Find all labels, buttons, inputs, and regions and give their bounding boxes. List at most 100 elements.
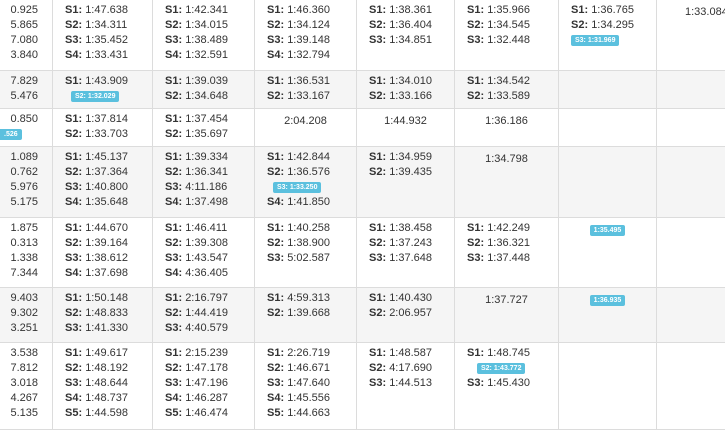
sector-time: S2: 1:36.576	[267, 166, 331, 178]
table-cell: S1: 1:47.638 S2: 1:34.311 S3: 1:35.452 S…	[52, 0, 152, 70]
table-cell: S1: 1:44.670 S2: 1:39.164 S3: 1:38.612 S…	[52, 218, 152, 287]
best-sector-badge: S2: 1:32.029	[71, 90, 120, 102]
lap-time: 1:36.186	[485, 115, 528, 127]
sector-time: S1: 1:37.814	[65, 113, 129, 125]
lap-time: 1.338	[10, 252, 38, 264]
table-cell: S1: 1:38.361 S2: 1:36.404 S3: 1:34.851	[356, 0, 454, 70]
table-cell: 0.850 .526	[0, 109, 38, 146]
table-cell: S1: 1:36.531 S2: 1:33.167	[254, 71, 356, 108]
table-cell: S1: 2:16.797 S2: 1:44.419 S3: 4:40.579	[152, 288, 254, 342]
sector-time: S1: 1:34.959	[369, 151, 433, 163]
table-row: 0.925 5.865 7.080 3.840 S1: 1:47.638 S2:…	[0, 0, 725, 71]
table-cell	[656, 109, 725, 146]
sector-time: S1: 1:46.360	[267, 4, 331, 16]
table-cell: S1: 1:46.411 S2: 1:39.308 S3: 1:43.547 S…	[152, 218, 254, 287]
table-cell: 9.403 9.302 3.251	[0, 288, 38, 342]
sector-time: S5: 1:44.663	[267, 407, 331, 419]
sector-time: S2: 1:36.341	[165, 166, 229, 178]
sector-time: S1: 1:44.670	[65, 222, 129, 234]
lap-time: 7.812	[10, 362, 38, 374]
lap-time: 7.829	[10, 75, 38, 87]
sector-time: S4: 1:37.498	[165, 196, 229, 208]
lap-time: 4.267	[10, 392, 38, 404]
sector-time: S2: 1:39.668	[267, 307, 331, 319]
sector-time: S5: 1:44.598	[65, 407, 129, 419]
sector-time: S3: 4:11.186	[165, 181, 228, 193]
lap-time: 3.251	[10, 322, 38, 334]
lap-time: 3.840	[10, 49, 38, 61]
table-cell: S1: 1:34.959 S2: 1:39.435	[356, 147, 454, 217]
sector-time: S2: 1:47.178	[165, 362, 229, 374]
sector-time: S2: 1:38.900	[267, 237, 331, 249]
table-row: 1.875 0.313 1.338 7.344 S1: 1:44.670 S2:…	[0, 218, 725, 288]
sector-time: S1: 2:15.239	[165, 347, 229, 359]
table-cell: S1: 1:37.814 S2: 1:33.703	[52, 109, 152, 146]
table-cell: S1: 1:48.587 S2: 4:17.690 S3: 1:44.513	[356, 343, 454, 429]
table-cell: 0.925 5.865 7.080 3.840	[0, 0, 38, 70]
sector-time: S1: 1:42.249	[467, 222, 531, 234]
lap-time: 1:37.727	[485, 294, 528, 306]
table-cell: 1.875 0.313 1.338 7.344	[0, 218, 38, 287]
sector-time: S1: 1:37.454	[165, 113, 229, 125]
sector-time: S3: 1:38.612	[65, 252, 129, 264]
table-cell: 1:36.186	[454, 109, 558, 146]
sector-time: S4: 1:46.287	[165, 392, 229, 404]
sector-time: S1: 1:38.361	[369, 4, 433, 16]
table-cell: S1: 1:39.039 S2: 1:34.648	[152, 71, 254, 108]
table-cell	[656, 71, 725, 108]
sector-time: S1: 1:49.617	[65, 347, 129, 359]
sector-time: S2: 1:33.703	[65, 128, 129, 140]
sector-time: S2: 1:36.321	[467, 237, 531, 249]
sector-time: S2: 1:46.671	[267, 362, 331, 374]
sector-time: S4: 1:41.850	[267, 196, 331, 208]
sector-time: S2: 1:34.015	[165, 19, 229, 31]
sector-time: S1: 1:36.531	[267, 75, 331, 87]
sector-time: S2: 2:06.957	[369, 307, 433, 319]
sector-time: S1: 1:48.745	[467, 347, 531, 359]
best-lap-badge: 1:35.495	[589, 224, 626, 236]
sector-time: S1: 1:40.430	[369, 292, 433, 304]
sector-time: S1: 1:38.458	[369, 222, 433, 234]
table-cell	[656, 147, 725, 217]
table-cell: 1:34.798	[454, 147, 558, 217]
sector-time: S1: 1:45.137	[65, 151, 129, 163]
sector-time: S3: 1:39.148	[267, 34, 331, 46]
sector-time: S1: 1:39.039	[165, 75, 229, 87]
sector-time: S3: 1:34.851	[369, 34, 433, 46]
sector-time: S1: 1:48.587	[369, 347, 433, 359]
sector-time: S1: 2:26.719	[267, 347, 331, 359]
sector-time: S3: 1:32.448	[467, 34, 531, 46]
lap-time: 0.313	[10, 237, 38, 249]
sector-time: S3: 1:47.640	[267, 377, 331, 389]
sector-time: S2: 4:17.690	[369, 362, 433, 374]
sector-time: S2: 1:39.435	[369, 166, 433, 178]
sector-time: S3: 1:44.513	[369, 377, 433, 389]
table-cell: S1: 1:37.454 S2: 1:35.697	[152, 109, 254, 146]
table-cell: 1.089 0.762 5.976 5.175	[0, 147, 38, 217]
table-row: 1.089 0.762 5.976 5.175 S1: 1:45.137 S2:…	[0, 147, 725, 218]
table-cell: 7.829 5.476	[0, 71, 38, 108]
sector-time: S1: 1:34.542	[467, 75, 531, 87]
lap-time: 7.080	[10, 34, 38, 46]
sector-time: S4: 1:37.698	[65, 267, 129, 279]
sector-time: S2: 1:39.308	[165, 237, 229, 249]
sector-time: S2: 1:35.697	[165, 128, 229, 140]
sector-time: S3: 1:45.430	[467, 377, 531, 389]
sector-time: S3: 1:47.196	[165, 377, 229, 389]
sector-time: S2: 1:33.167	[267, 90, 331, 102]
best-sector-badge: S3: 1:31.969	[571, 34, 620, 46]
lap-time: 1:34.798	[485, 153, 528, 165]
table-cell: S1: 1:38.458 S2: 1:37.243 S3: 1:37.648	[356, 218, 454, 287]
table-cell	[558, 109, 656, 146]
sector-time: S3: 1:40.800	[65, 181, 129, 193]
lap-time: 0.762	[10, 166, 38, 178]
table-cell: S1: 1:42.341 S2: 1:34.015 S3: 1:38.489 S…	[152, 0, 254, 70]
sector-time: S3: 1:37.648	[369, 252, 433, 264]
sector-time: S3: 1:38.489	[165, 34, 229, 46]
table-cell: S1: 1:49.617 S2: 1:48.192 S3: 1:48.644 S…	[52, 343, 152, 429]
sector-time: S2: 1:33.166	[369, 90, 433, 102]
table-cell: S1: 1:34.542 S2: 1:33.589	[454, 71, 558, 108]
sector-time: S2: 1:33.589	[467, 90, 531, 102]
table-cell: 1:44.932	[356, 109, 454, 146]
